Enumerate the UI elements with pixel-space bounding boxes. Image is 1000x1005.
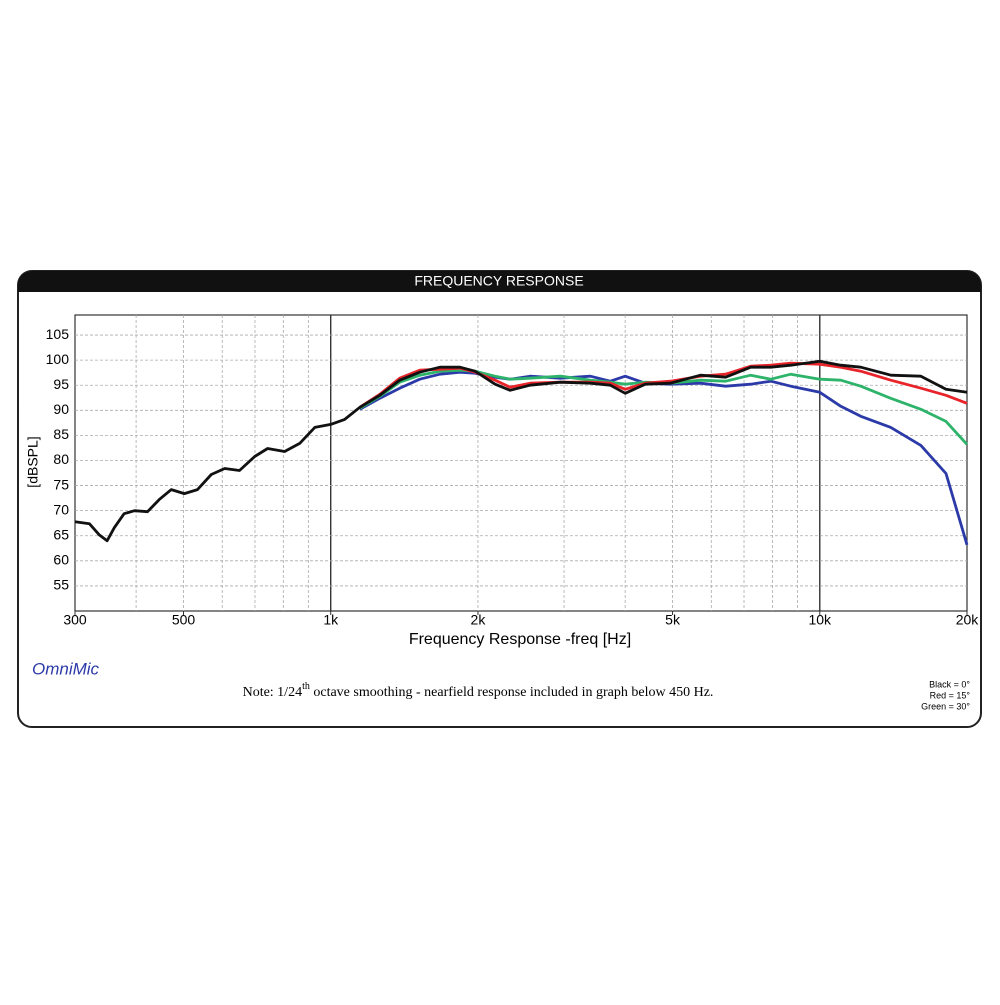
y-tick-label: 55 [53, 577, 69, 593]
y-axis-label: [dBSPL] [25, 436, 41, 487]
grid [74, 315, 968, 615]
series-line [74, 359, 968, 543]
y-tick-label: 85 [53, 426, 69, 442]
y-tick-label: 95 [53, 376, 69, 392]
y-tick-label: 100 [46, 351, 70, 367]
note-prefix: Note: 1/24 [243, 685, 303, 700]
lines [74, 359, 969, 546]
chart-title: FREQUENCY RESPONSE [414, 273, 583, 289]
y-tick-label: 70 [53, 501, 69, 517]
note-rest: octave smoothing - nearfield response in… [310, 685, 714, 700]
y-tick-label: 90 [53, 401, 69, 417]
brand: OmniMic [32, 659, 100, 678]
x-tick-label: 10k [808, 612, 832, 628]
legend-entry: Green = 30° [921, 701, 970, 711]
y-tick-label: 65 [53, 526, 69, 542]
legend-entry: Red = 15° [930, 690, 971, 700]
x-tick-label: 1k [323, 612, 339, 628]
y-tick-label: 80 [53, 451, 69, 467]
series-line [359, 361, 968, 409]
plot-area [74, 314, 968, 612]
header-bar [18, 271, 981, 292]
note-sup: th [302, 681, 310, 692]
note: Note: 1/24th octave smoothing - nearfiel… [243, 681, 714, 700]
x-axis-label: Frequency Response -freq [Hz] [409, 631, 631, 648]
legend: Black = 0°Red = 15°Green = 30° [921, 679, 970, 711]
x-tick-label: 300 [63, 612, 87, 628]
series-line [359, 370, 969, 546]
legend-entry: Black = 0° [929, 679, 970, 689]
x-tick-label: 500 [172, 612, 196, 628]
y-tick-label: 105 [46, 326, 70, 342]
series-line [359, 368, 969, 446]
x-tick-label: 20k [956, 612, 980, 628]
x-tick-label: 5k [665, 612, 681, 628]
y-tick-label: 75 [53, 476, 69, 492]
x-tick-label: 2k [471, 612, 487, 628]
y-tick-label: 60 [53, 552, 69, 568]
